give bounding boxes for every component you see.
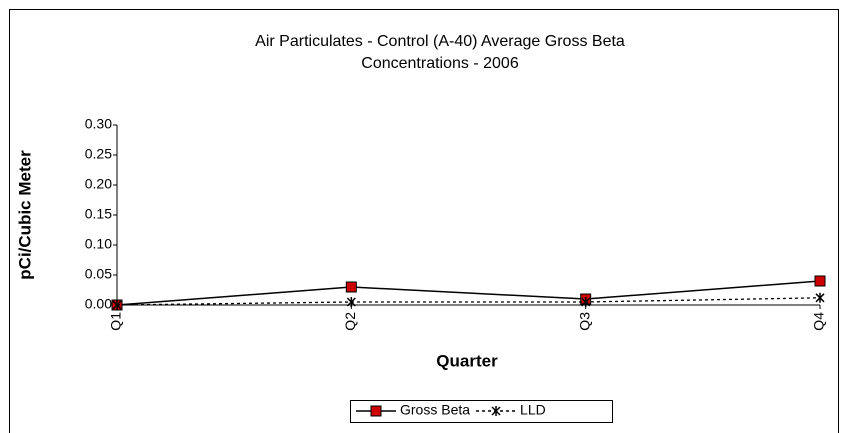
legend-label: LLD (520, 402, 546, 418)
y-tick-label: 0.05 (85, 266, 112, 282)
x-tick-label: Q4 (811, 312, 827, 331)
data-point (346, 297, 356, 307)
chart-title: Concentrations - 2006 (361, 55, 519, 72)
x-tick-label: Q3 (576, 312, 592, 331)
data-point (112, 300, 122, 310)
y-axis-title: pCi/Cubic Meter (15, 150, 34, 280)
y-tick-label: 0.20 (85, 176, 112, 192)
series-line (116, 297, 821, 306)
legend-label: Gross Beta (400, 402, 470, 418)
legend-box (350, 400, 613, 423)
legend-marker (370, 405, 382, 417)
data-point (814, 275, 826, 287)
y-tick-label: 0.25 (85, 146, 112, 162)
legend-marker (491, 406, 501, 416)
y-tick-label: 0.00 (85, 296, 112, 312)
chart-border (9, 9, 839, 433)
chart-title: Air Particulates - Control (A-40) Averag… (255, 33, 625, 50)
data-point (345, 281, 357, 293)
data-point (815, 292, 825, 303)
series-line (116, 280, 821, 306)
x-tick-label: Q2 (342, 312, 358, 331)
y-tick-label: 0.10 (85, 236, 112, 252)
data-point (581, 297, 591, 307)
y-tick-label: 0.15 (85, 206, 112, 222)
x-tick-label: Q1 (108, 312, 124, 331)
y-tick-label: 0.30 (85, 116, 112, 132)
x-axis-title: Quarter (436, 351, 498, 370)
